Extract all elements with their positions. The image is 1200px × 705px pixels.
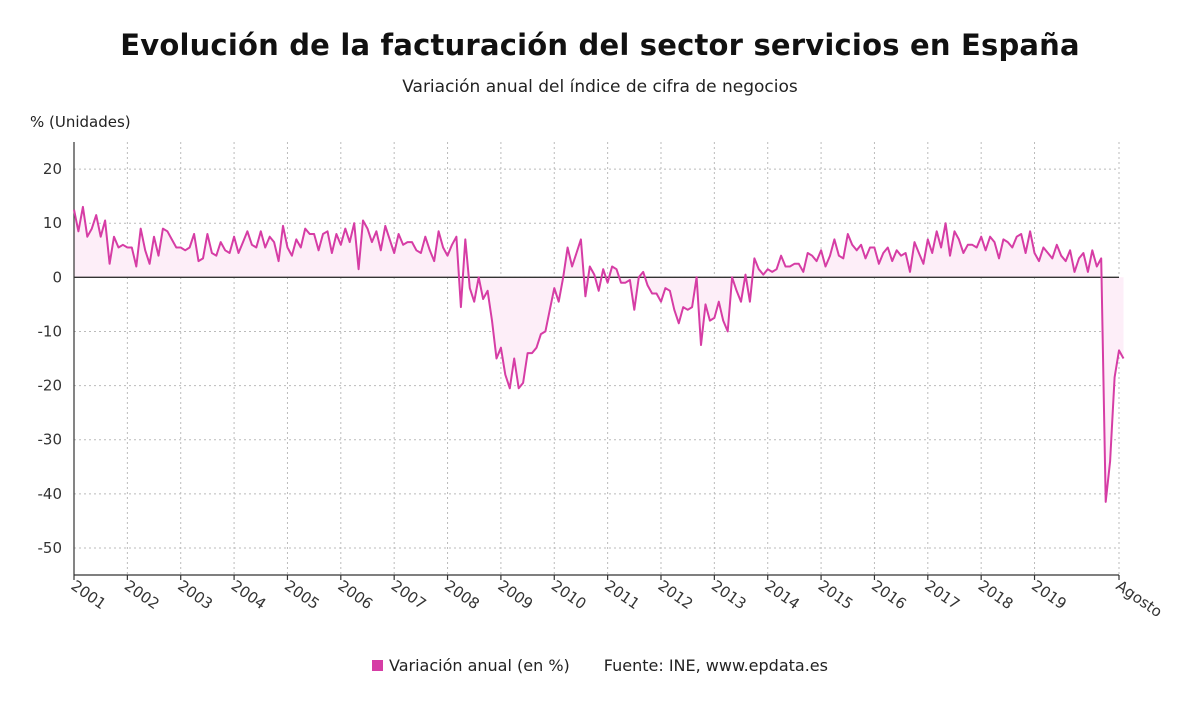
legend: Variación anual (en %) Fuente: INE, www.e… [0,656,1200,675]
x-tick-label: 2013 [708,577,750,614]
x-tick-label: 2005 [281,577,323,614]
chart-title: Evolución de la facturación del sector s… [120,28,1080,62]
x-tick-label: 2006 [335,577,377,614]
x-tick-label: 2008 [441,577,483,614]
x-tick-label: 2001 [68,577,110,614]
y-tick-label: 20 [43,160,62,178]
y-tick-label: -30 [38,431,63,449]
x-tick-label: 2010 [548,577,590,614]
y-tick-label: -50 [38,539,63,557]
x-tick-label: 2003 [174,577,216,614]
y-axis-label: % (Unidades) [30,113,131,131]
y-tick-label: -10 [38,322,63,340]
x-tick-label: 2019 [1028,577,1070,614]
legend-label: Variación anual (en %) [389,656,570,675]
y-tick-label: 10 [43,214,62,232]
chart-subtitle: Variación anual del índice de cifra de n… [402,77,798,97]
x-tick-label: 2007 [388,577,430,614]
x-tick-label: 2004 [228,577,270,614]
x-tick-label: 2017 [922,577,964,614]
x-tick-label: 2009 [495,577,537,614]
y-tick-label: -40 [38,485,63,503]
x-tick-label: Agosto [1113,577,1166,621]
source-note: Fuente: INE, www.epdata.es [603,656,828,675]
x-tick-label: 2015 [815,577,857,614]
x-tick-label: 2011 [601,577,643,614]
legend-swatch [372,660,383,671]
x-tick-label: 2012 [655,577,697,614]
x-tick-label: 2002 [121,577,163,614]
x-tick-label: 2018 [975,577,1017,614]
x-tick-label: 2016 [868,577,910,614]
y-tick-label: -20 [38,377,63,395]
x-tick-label: 2014 [761,577,803,614]
series-line [73,205,1125,503]
series-area [74,206,1124,502]
y-tick-label: 0 [52,268,62,286]
